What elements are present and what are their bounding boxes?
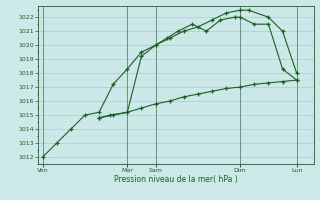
X-axis label: Pression niveau de la mer( hPa ): Pression niveau de la mer( hPa ): [114, 175, 238, 184]
